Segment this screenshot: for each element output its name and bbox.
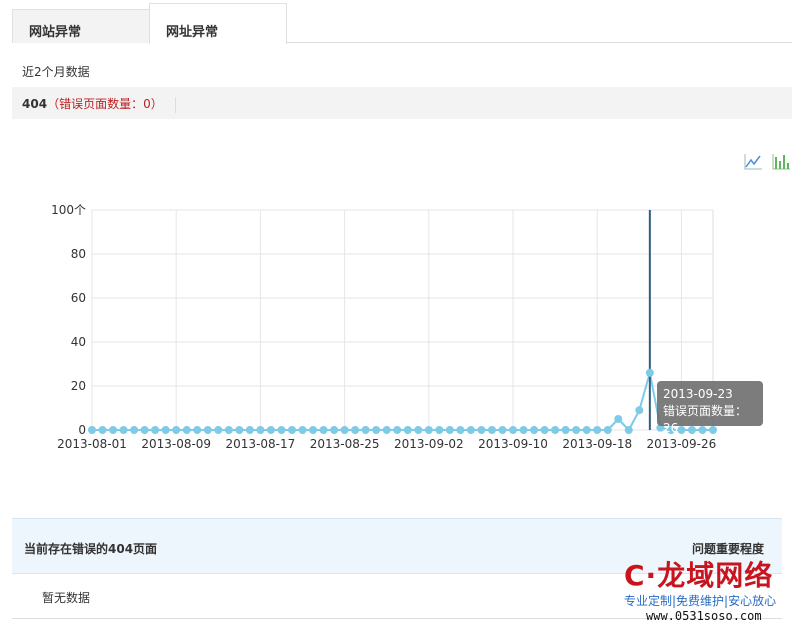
x-tick-label: 2013-08-09 [141,437,211,451]
y-tick-label: 80 [71,247,86,261]
y-tick-label: 40 [71,335,86,349]
data-point [698,426,707,434]
data-point [403,426,412,434]
data-point [245,426,254,434]
data-point [477,426,486,434]
x-tick-label: 2013-08-01 [57,437,127,451]
data-point [88,426,96,434]
divider [12,618,782,619]
x-tick-label: 2013-09-02 [394,437,464,451]
data-point [519,426,528,434]
data-point [119,426,128,434]
error-code[interactable]: 404 [22,97,48,111]
tooltip-date: 2013-09-23 [663,387,733,401]
data-point [498,426,507,434]
data-point [330,426,339,434]
y-tick-label: 60 [71,291,86,305]
error-line-chart: 0 20 40 60 80 100个 2013-08-01 2013-08-09 2013-08… [51,203,717,451]
data-point [624,426,633,434]
data-point [214,426,223,434]
data-point [393,426,402,434]
data-point [561,426,570,434]
data-point [666,426,675,434]
data-point [582,426,591,434]
col-error-pages: 当前存在错误的404页面 [24,542,158,556]
data-point [256,426,265,434]
table-header: 当前存在错误的404页面 问题重要程度 [12,518,782,574]
watermark-url: www.0531soso.com [646,609,762,623]
tab-bar: 网站异常 网址异常 [12,3,792,44]
data-point [530,426,539,434]
data-point [603,426,612,434]
data-point [130,426,139,434]
line-chart-icon[interactable] [743,152,763,170]
watermark: C·龙域网络 专业定制|免费维护|安心放心 www.0531soso.com [624,554,800,634]
data-point [487,426,496,434]
data-point [351,426,360,434]
y-tick-label: 100个 [51,203,86,217]
data-point [277,426,286,434]
data-point [435,426,444,434]
data-point [224,426,233,434]
x-tick-label: 2013-09-10 [478,437,548,451]
error-count: （错误页面数量：0） [47,97,163,111]
data-point [203,426,212,434]
tab-site-errors[interactable]: 网站异常 [12,9,150,43]
data-point [98,426,107,434]
x-tick-label: 2013-08-25 [310,437,380,451]
data-point [161,426,170,434]
data-point [645,368,654,377]
x-tick-label: 2013-09-18 [562,437,632,451]
data-point [677,426,686,434]
data-point [361,426,370,434]
empty-message: 暂无数据 [42,591,91,605]
x-tick-label: 2013-08-17 [226,437,296,451]
data-point [593,426,602,434]
tab-url-errors[interactable]: 网址异常 [149,3,287,44]
y-tick-label: 0 [78,423,86,437]
y-tick-label: 20 [71,379,86,393]
plot-area [91,209,714,431]
data-point [456,426,465,434]
data-point [424,426,433,434]
data-point [709,426,717,434]
data-point [572,426,581,434]
data-point [687,426,696,434]
data-point [540,426,549,434]
data-point [319,426,328,434]
divider [174,96,176,113]
period-label: 近2个月数据 [22,65,90,79]
data-point [109,426,118,434]
bar-chart-icon[interactable] [771,152,791,170]
watermark-logo: C·龙域网络 [624,559,774,592]
data-point [235,426,244,434]
data-point [372,426,381,434]
data-point [266,426,275,434]
watermark-slogan: 专业定制|免费维护|安心放心 [624,594,777,608]
x-tick-label: 2013-09-26 [647,437,717,451]
data-point [172,426,181,434]
data-point [466,426,475,434]
data-point [635,406,644,415]
data-point [614,415,623,423]
data-point [551,426,560,434]
data-point [309,426,318,434]
data-point [414,426,423,434]
data-point [509,426,518,434]
summary-bar: 404（错误页面数量：0） [12,87,792,119]
data-point [340,426,349,434]
data-point [445,426,454,434]
data-point [287,426,296,434]
data-point [193,426,202,434]
data-point [182,426,191,434]
data-point [140,426,149,434]
data-point [151,426,160,434]
data-point [298,426,307,434]
chart-tooltip: 2013-09-23 错误页面数量：26 [657,381,763,435]
col-severity[interactable]: 问题重要程度 [691,542,764,556]
tooltip-value: 错误页面数量：26 [663,404,748,435]
data-point [382,426,391,434]
